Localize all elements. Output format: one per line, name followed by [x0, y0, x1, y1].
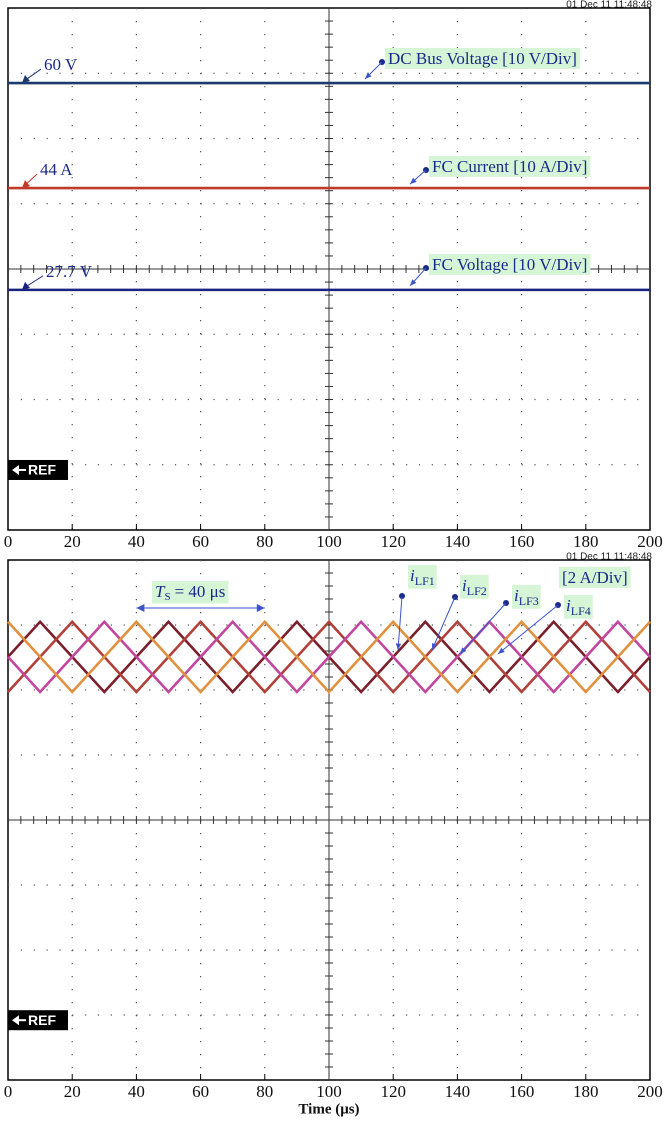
- x-tick-label: 120: [380, 1082, 406, 1101]
- x-tick-label: 200: [637, 1082, 663, 1101]
- arrow-head: [22, 281, 30, 290]
- label-background: [385, 47, 580, 69]
- scale-label: [2 A/Div]: [562, 568, 628, 587]
- series-label-subscript: LF2: [467, 584, 487, 598]
- period-symbol: T: [155, 582, 166, 601]
- series-label-italic: i: [514, 586, 519, 605]
- level-label: 27.7 V: [46, 262, 93, 281]
- x-tick-label: 200: [637, 532, 663, 551]
- level-label: 60 V: [44, 55, 78, 74]
- series-label: FC Voltage [10 V/Div]: [432, 255, 587, 274]
- arrow-head: [460, 647, 467, 654]
- series-label-subscript: LF4: [571, 604, 591, 618]
- arrow-head: [395, 643, 402, 650]
- label-background: [429, 155, 591, 177]
- trace: [7, 619, 651, 694]
- x-tick-label: 100: [316, 532, 342, 551]
- series-label-italic: i: [566, 596, 571, 615]
- timestamp: 01 Dec 11 11:48:48: [566, 552, 652, 563]
- x-tick-label: 180: [573, 1082, 599, 1101]
- x-tick-label: 120: [380, 532, 406, 551]
- label-background: [512, 584, 541, 609]
- label-background: [152, 580, 229, 604]
- arrow-head: [256, 604, 265, 612]
- label-background: [429, 253, 591, 275]
- x-tick-label: 160: [509, 532, 535, 551]
- arrow-head: [365, 72, 372, 80]
- period-label: TS = 40 μs: [155, 582, 225, 603]
- leader-line: [431, 596, 456, 651]
- x-tick-label: 140: [445, 1082, 471, 1101]
- series-label-subscript: LF1: [415, 574, 435, 588]
- series-label: DC Bus Voltage [10 V/Div]: [388, 49, 577, 68]
- leader-line: [397, 595, 403, 651]
- trace: [7, 619, 651, 694]
- x-tick-label: 180: [573, 532, 599, 551]
- series-label: FC Current [10 A/Div]: [432, 157, 587, 176]
- x-tick-label: 80: [256, 1082, 273, 1101]
- x-tick-label: 40: [128, 532, 145, 551]
- ref-label: REF: [28, 1012, 56, 1028]
- arrow-head: [22, 75, 30, 84]
- x-tick-label: 20: [64, 532, 81, 551]
- arrow-head: [410, 279, 417, 286]
- x-tick-label: 40: [128, 1082, 145, 1101]
- series-label-italic: i: [462, 576, 467, 595]
- series-label: iLF3: [514, 586, 539, 608]
- label-background: [408, 564, 437, 589]
- x-tick-label: 0: [4, 532, 13, 551]
- arrow-head: [432, 643, 438, 650]
- period-text: = 40 μs: [175, 582, 226, 601]
- x-tick-label: 60: [192, 532, 209, 551]
- x-tick-label: 160: [509, 1082, 535, 1101]
- series-label-italic: i: [410, 566, 415, 585]
- trace: [7, 619, 651, 694]
- label-background: [460, 574, 489, 599]
- level-label: 44 A: [40, 160, 73, 179]
- arrow-head: [410, 177, 417, 185]
- x-tick-label: 100: [316, 1082, 342, 1101]
- x-axis-title: Time (μs): [298, 1101, 359, 1117]
- x-tick-label: 140: [445, 532, 471, 551]
- ref-label: REF: [28, 462, 56, 478]
- ref-marker: [8, 1010, 68, 1031]
- arrow-head: [498, 647, 505, 654]
- arrow-head: [136, 604, 145, 612]
- x-tick-label: 80: [256, 532, 273, 551]
- ref-marker: [8, 459, 68, 480]
- ref-arrow: [12, 1015, 19, 1026]
- timestamp: 01 Dec 11 11:48:48: [566, 0, 652, 11]
- x-tick-label: 60: [192, 1082, 209, 1101]
- arrow-head: [22, 180, 30, 189]
- leader-line: [497, 604, 559, 655]
- x-tick-label: 20: [64, 1082, 81, 1101]
- series-label-subscript: LF3: [519, 594, 539, 608]
- series-label: iLF2: [462, 576, 487, 598]
- label-background: [559, 566, 631, 588]
- leader-line: [459, 602, 507, 655]
- label-background: [564, 594, 593, 619]
- ref-arrow: [12, 464, 19, 475]
- x-tick-label: 0: [4, 1082, 13, 1101]
- series-label: iLF4: [566, 596, 591, 618]
- series-label: iLF1: [410, 566, 435, 588]
- period-subscript: S: [164, 591, 170, 603]
